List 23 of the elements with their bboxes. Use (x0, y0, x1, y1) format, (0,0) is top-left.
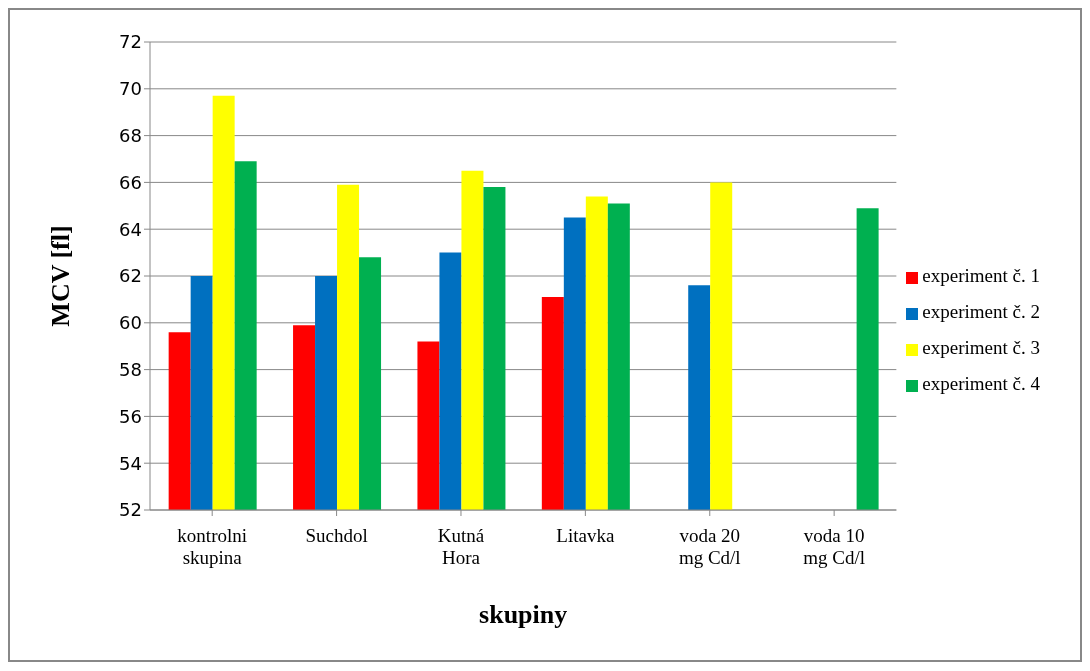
x-tick-label: Suchdol (305, 525, 368, 546)
y-tick-label: 56 (119, 405, 142, 427)
x-tick-label: voda 20 mg Cd/l (678, 525, 741, 568)
y-axis-title: MCV [fl] (46, 225, 76, 327)
legend-label: experiment č. 1 (922, 265, 1040, 286)
y-tick-label: 60 (119, 312, 142, 334)
x-tick-label: Litavka (556, 525, 615, 546)
y-tick-label: 58 (119, 358, 142, 380)
y-tick-label: 64 (119, 218, 142, 240)
y-tick-label: 68 (119, 124, 142, 146)
legend-label: experiment č. 2 (922, 301, 1040, 322)
y-tick-label: 70 (119, 78, 142, 100)
x-tick-label: kontrolni skupina (177, 525, 248, 568)
y-tick-label: 72 (119, 31, 142, 53)
y-tick-label: 62 (119, 265, 142, 287)
legend-label: experiment č. 4 (922, 373, 1040, 394)
legend-label: experiment č. 3 (922, 337, 1040, 358)
y-tick-label: 54 (119, 452, 142, 474)
y-tick-label: 66 (119, 171, 142, 193)
y-tick-label: 52 (119, 499, 142, 521)
x-tick-label: voda 10 mg Cd/l (803, 525, 866, 568)
x-tick-label: Kutná Hora (437, 525, 485, 568)
x-axis-title: skupiny (479, 600, 568, 630)
